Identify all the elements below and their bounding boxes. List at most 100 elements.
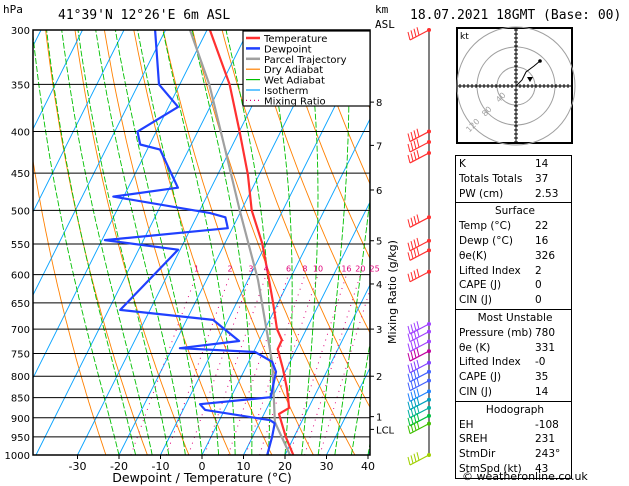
index-label: EH bbox=[459, 418, 474, 431]
km-tick-label: 8 bbox=[376, 98, 382, 109]
x-tick-label: -20 bbox=[110, 460, 128, 473]
x-tick-label: 30 bbox=[320, 460, 334, 473]
mixing-ratio-label: 8 bbox=[302, 265, 307, 274]
index-label: Totals Totals bbox=[459, 172, 523, 185]
wind-barb bbox=[407, 214, 431, 228]
index-value: 37 bbox=[535, 172, 549, 185]
index-row: θe(K) 326 bbox=[459, 249, 571, 264]
wind-barb bbox=[407, 268, 431, 283]
legend-label: Wet Adiabat bbox=[264, 76, 325, 87]
pressure-tick-label: 700 bbox=[11, 325, 30, 336]
km-tick-label: 2 bbox=[376, 372, 382, 383]
index-label: SREH bbox=[459, 433, 488, 446]
wind-barb bbox=[407, 321, 431, 335]
x-tick-label: -10 bbox=[152, 460, 170, 473]
index-row: θe (K) 331 bbox=[459, 341, 571, 356]
wind-barb bbox=[407, 27, 431, 41]
hodograph-title: Hodograph bbox=[485, 403, 545, 416]
surface-title: Surface bbox=[494, 205, 535, 218]
dry-adiabat bbox=[604, 30, 629, 455]
pressure-tick-label: 550 bbox=[11, 240, 30, 251]
index-value: 243° bbox=[535, 448, 561, 461]
index-value: 326 bbox=[535, 249, 556, 262]
hodograph-trace bbox=[515, 60, 541, 87]
mixing-ratio-label: 10 bbox=[313, 265, 323, 274]
wind-barb bbox=[407, 452, 431, 466]
index-row: Lifted Index -0 bbox=[459, 355, 571, 370]
index-label: PW (cm) bbox=[459, 187, 504, 200]
surface-section: Surface Temp (°C) 22 Dewp (°C) 16 θe(K) 326 Li… bbox=[455, 203, 572, 310]
isotherm bbox=[201, 117, 370, 455]
legend-label: Parcel Trajectory bbox=[264, 55, 347, 66]
copyright[interactable]: © weatheronline.co.uk bbox=[462, 470, 588, 483]
pressure-tick-label: 350 bbox=[11, 80, 30, 91]
isotherm bbox=[33, 30, 166, 297]
mixing-ratio-label: 4 bbox=[264, 265, 269, 274]
index-label: StmDir bbox=[459, 448, 496, 461]
isotherm bbox=[284, 283, 370, 455]
hodograph-section: Hodograph EH -108 SREH 231 StmDir 243° StmSpd … bbox=[455, 401, 572, 479]
index-row: CIN (J) 14 bbox=[459, 385, 571, 400]
mixing-ratio-label: 16 bbox=[341, 265, 351, 274]
index-value: -108 bbox=[535, 418, 559, 431]
x-tick-label: 0 bbox=[199, 460, 206, 473]
wind-barb bbox=[407, 377, 431, 392]
isotherm bbox=[33, 30, 208, 380]
index-row: Temp (°C) 22 bbox=[459, 219, 571, 234]
index-row: CIN (J) 0 bbox=[459, 293, 571, 308]
wind-barb bbox=[407, 139, 431, 153]
index-label: CAPE (J) bbox=[459, 371, 502, 384]
location-title: 41°39'N 12°26'E 6m ASL bbox=[58, 8, 231, 23]
index-value: 14 bbox=[535, 385, 549, 398]
x-tick-label: -30 bbox=[69, 460, 87, 473]
index-value: 35 bbox=[535, 371, 549, 384]
wind-barb bbox=[407, 247, 431, 261]
index-row: StmDir 243° bbox=[459, 447, 571, 462]
wind-barbs bbox=[407, 27, 431, 466]
mixing-ratio-label: 3 bbox=[248, 265, 253, 274]
mixing-ratio-line bbox=[289, 274, 347, 455]
wind-barb bbox=[407, 348, 431, 362]
index-row: StmSpd (kt) 43 bbox=[459, 462, 571, 477]
mixing-ratio-label: 25 bbox=[370, 265, 380, 274]
index-row: PW (cm) 2.53 bbox=[459, 187, 571, 202]
isotherm bbox=[33, 30, 125, 214]
most-unstable-section: Most Unstable Pressure (mb) 780 θe (K) 331 L… bbox=[455, 309, 572, 402]
hodograph-unit: kt bbox=[460, 32, 469, 42]
wind-barb bbox=[407, 237, 431, 252]
indices-top-section: K 14 Totals Totals 37 PW (cm) 2.53 bbox=[455, 155, 572, 204]
km-tick-label: 5 bbox=[376, 237, 382, 248]
wind-barb bbox=[407, 328, 431, 343]
wind-barb bbox=[407, 359, 431, 374]
km-label: km bbox=[375, 3, 389, 16]
pressure-tick-label: 900 bbox=[11, 414, 30, 425]
mixing-ratio-line bbox=[227, 274, 289, 455]
parcel-trajectory-line bbox=[188, 30, 291, 455]
mixing-ratio-line bbox=[304, 274, 361, 455]
km-tick-label: 6 bbox=[376, 186, 382, 197]
index-row: SREH 231 bbox=[459, 432, 571, 447]
index-label: Lifted Index bbox=[459, 264, 521, 277]
wind-barb bbox=[407, 412, 431, 427]
wind-barb bbox=[407, 404, 431, 419]
most-unstable-title: Most Unstable bbox=[477, 311, 553, 324]
wind-barb bbox=[407, 420, 431, 435]
pressure-tick-label: 300 bbox=[11, 26, 30, 37]
index-label: CIN (J) bbox=[459, 385, 492, 398]
wet-adiabat bbox=[33, 31, 120, 455]
legend-label: Isotherm bbox=[264, 86, 308, 97]
index-value: -0 bbox=[535, 356, 546, 369]
index-row: CAPE (J) 35 bbox=[459, 370, 571, 385]
index-row: Pressure (mb) 780 bbox=[459, 326, 571, 341]
temperature-line bbox=[208, 30, 295, 455]
pressure-unit-label: hPa bbox=[3, 3, 23, 16]
asl-label: ASL bbox=[375, 18, 395, 31]
index-row: EH -108 bbox=[459, 418, 571, 433]
index-label: Lifted Index bbox=[459, 356, 521, 369]
index-value: 0 bbox=[535, 279, 542, 292]
wind-barb bbox=[407, 150, 431, 164]
wind-barb bbox=[407, 396, 431, 411]
index-value: 0 bbox=[535, 294, 542, 307]
mixing-ratio-line bbox=[245, 274, 306, 455]
